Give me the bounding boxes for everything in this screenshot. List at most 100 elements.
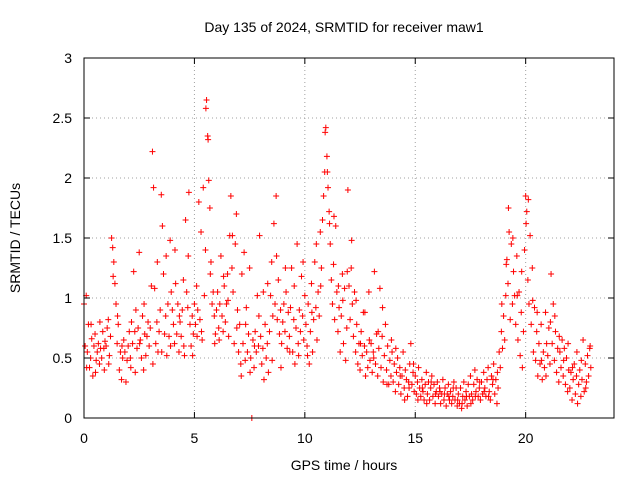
data-point	[339, 297, 346, 304]
data-point	[441, 391, 448, 397]
data-point	[376, 285, 383, 292]
data-point	[207, 259, 214, 265]
data-point	[397, 391, 404, 397]
data-point	[368, 340, 375, 347]
data-point	[322, 129, 329, 136]
data-point	[84, 349, 91, 355]
data-point	[185, 253, 192, 259]
data-point	[118, 376, 125, 383]
data-point	[295, 340, 302, 347]
data-point	[574, 400, 581, 407]
data-point	[268, 259, 275, 265]
data-point	[298, 273, 305, 280]
data-point	[500, 313, 507, 319]
data-point	[98, 355, 105, 361]
x-tick-label: 0	[80, 430, 88, 446]
data-point	[551, 313, 558, 319]
data-point	[111, 280, 118, 287]
data-point	[521, 247, 528, 253]
x-axis-label: GPS time / hours	[291, 457, 398, 473]
data-point	[558, 364, 564, 371]
data-point	[498, 328, 505, 335]
data-point	[158, 349, 165, 355]
data-point	[238, 271, 245, 277]
data-point	[341, 285, 348, 292]
data-point	[94, 349, 101, 355]
data-point	[162, 313, 169, 319]
data-point	[386, 357, 393, 364]
data-point	[277, 307, 284, 313]
data-point	[220, 273, 227, 280]
data-point	[350, 333, 357, 340]
data-point	[555, 379, 562, 385]
data-point	[115, 321, 122, 328]
data-point	[370, 349, 377, 355]
data-point	[308, 280, 315, 287]
data-point	[573, 349, 580, 355]
data-point	[566, 385, 573, 391]
data-point	[531, 304, 538, 311]
data-point	[159, 223, 166, 229]
data-point	[168, 289, 175, 295]
data-point	[340, 340, 347, 347]
data-point	[150, 184, 157, 191]
data-point	[242, 357, 249, 364]
data-point	[393, 369, 400, 376]
data-point	[324, 169, 331, 175]
data-point	[468, 391, 475, 397]
data-point	[113, 301, 120, 307]
data-point	[253, 349, 260, 355]
data-point	[283, 289, 290, 295]
data-point	[191, 301, 198, 307]
data-point	[99, 328, 106, 335]
data-point	[354, 361, 361, 367]
data-point	[136, 340, 143, 347]
data-point	[562, 381, 569, 388]
data-point	[471, 367, 478, 373]
data-point	[372, 361, 379, 367]
data-point	[423, 400, 430, 407]
data-point	[375, 345, 382, 352]
data-point	[337, 349, 344, 355]
data-point	[193, 283, 200, 289]
data-point	[509, 301, 516, 307]
data-point	[119, 355, 126, 361]
data-point	[247, 369, 254, 376]
data-point	[477, 397, 484, 403]
data-point	[125, 343, 132, 349]
data-point	[487, 397, 494, 403]
data-point	[392, 388, 399, 395]
data-point	[469, 397, 476, 403]
data-point	[529, 297, 536, 304]
data-point	[154, 259, 161, 265]
chart-title: Day 135 of 2024, SRMTID for receiver maw…	[204, 19, 484, 35]
data-point	[384, 343, 391, 349]
data-point	[379, 304, 386, 311]
data-point	[493, 400, 500, 407]
data-point	[282, 265, 289, 271]
data-point	[199, 337, 206, 343]
data-point	[290, 316, 297, 323]
data-point	[585, 373, 592, 379]
data-point	[567, 369, 574, 376]
data-point	[582, 361, 589, 367]
data-point	[351, 289, 358, 295]
data-point	[317, 283, 324, 289]
data-point	[194, 333, 201, 340]
data-point	[335, 283, 342, 289]
data-point	[311, 259, 318, 265]
data-point	[175, 349, 182, 355]
data-point	[160, 271, 167, 277]
data-point	[553, 369, 560, 376]
y-tick-label: 2	[64, 170, 72, 186]
data-point	[294, 241, 301, 247]
data-point	[263, 355, 270, 361]
data-point	[238, 373, 245, 379]
data-point	[406, 385, 413, 391]
x-tick-label: 20	[518, 430, 534, 446]
data-point	[233, 325, 240, 331]
data-point	[142, 352, 149, 359]
data-point	[183, 289, 190, 295]
data-point	[198, 328, 205, 335]
